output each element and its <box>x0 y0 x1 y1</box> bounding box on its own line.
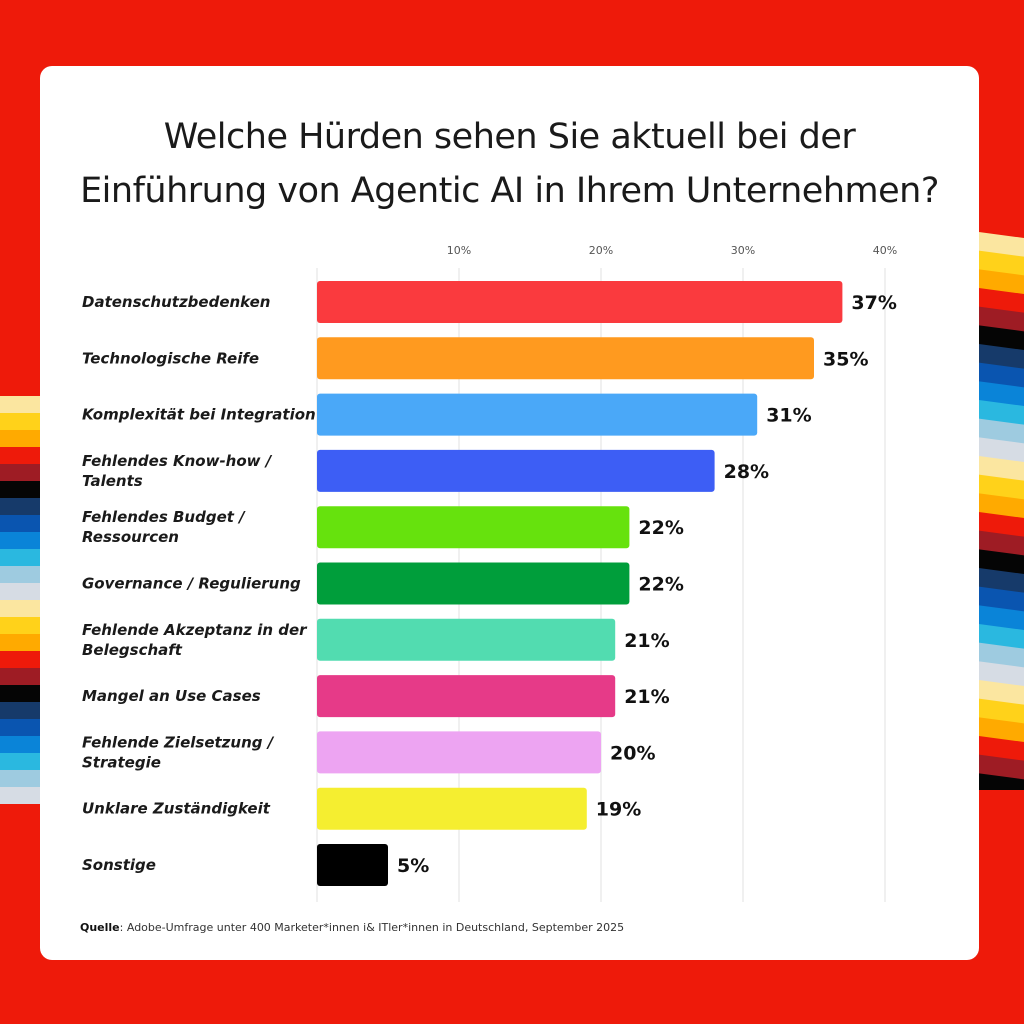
stripe-band <box>964 640 1024 668</box>
value-label: 28% <box>724 461 769 483</box>
stripe-band <box>964 267 1024 295</box>
stripe-band <box>964 547 1024 575</box>
decorative-stripes-right <box>964 230 1024 790</box>
source-note: Quelle: Adobe-Umfrage unter 400 Marketer… <box>80 921 624 934</box>
stripe-band <box>964 248 1024 276</box>
category-label: Governance / Regulierung <box>82 575 301 593</box>
category-label: Talents <box>82 472 143 490</box>
stripe-band <box>964 323 1024 351</box>
chart-title-line-2: Einführung von Agentic AI in Ihrem Unter… <box>80 171 939 211</box>
stripe-band <box>964 435 1024 463</box>
category-label: Technologische Reife <box>82 349 259 367</box>
bar <box>317 449 715 492</box>
value-label: 20% <box>610 742 655 764</box>
stripe-band <box>964 454 1024 482</box>
category-label: Ressourcen <box>82 528 179 546</box>
stripe-band <box>964 622 1024 650</box>
category-label: Sonstige <box>82 856 156 874</box>
chart-card: Welche Hürden sehen Sie aktuell bei der … <box>40 66 979 960</box>
stripe-band <box>964 472 1024 500</box>
stripe-band <box>964 528 1024 556</box>
category-label: Unklare Zuständigkeit <box>82 800 271 818</box>
value-label: 35% <box>823 348 868 370</box>
bar <box>317 844 388 886</box>
category-label: Fehlende Zielsetzung / <box>82 733 275 751</box>
bar <box>317 675 616 718</box>
value-label: 5% <box>397 855 429 877</box>
category-label: Strategie <box>82 753 161 771</box>
stripe-band <box>964 603 1024 631</box>
category-label: Fehlendes Budget / <box>82 508 246 526</box>
value-label: 21% <box>624 630 669 652</box>
stripe-band <box>964 379 1024 407</box>
stripe-band <box>964 286 1024 314</box>
category-label: Fehlendes Know-how / <box>82 452 273 470</box>
stripe-band <box>964 752 1024 780</box>
value-label: 22% <box>638 574 683 596</box>
value-label: 31% <box>766 405 811 427</box>
bar <box>317 281 843 323</box>
bar <box>317 618 616 661</box>
bar <box>317 787 587 830</box>
value-label: 19% <box>596 799 641 821</box>
stripe-band <box>964 771 1024 790</box>
category-label: Datenschutzbedenken <box>82 293 270 311</box>
stripe-band <box>964 678 1024 706</box>
x-tick-label: 20% <box>589 244 613 257</box>
bar <box>317 337 814 380</box>
stripe-band <box>964 416 1024 444</box>
category-label: Belegschaft <box>82 641 183 659</box>
stripe-band <box>964 304 1024 332</box>
stripe-band <box>964 659 1024 687</box>
bar <box>317 506 630 549</box>
value-label: 22% <box>638 517 683 539</box>
stripe-band <box>964 360 1024 388</box>
category-label: Mangel an Use Cases <box>82 687 261 705</box>
stripe-band <box>964 230 1024 258</box>
bar-chart: 10% 20% 30% 40% 37% Datenschutzbedenken 35% Tec… <box>82 244 897 902</box>
bar <box>317 731 601 774</box>
stripe-band <box>964 566 1024 594</box>
category-label: Fehlende Akzeptanz in der <box>82 621 308 639</box>
x-tick-label: 30% <box>731 244 755 257</box>
source-label: Quelle <box>80 921 120 934</box>
source-text: : Adobe-Umfrage unter 400 Marketer*innen… <box>119 921 625 934</box>
stripe-band <box>964 510 1024 538</box>
value-label: 21% <box>624 686 669 708</box>
stripe-band <box>964 734 1024 762</box>
stripe-band <box>964 696 1024 724</box>
bar <box>317 393 758 436</box>
stripe-band <box>964 491 1024 519</box>
stripe-band <box>964 584 1024 612</box>
category-label: Komplexität bei Integration <box>82 406 316 424</box>
x-tick-label: 10% <box>447 244 471 257</box>
stripe-band <box>964 715 1024 743</box>
chart-title-line-1: Welche Hürden sehen Sie aktuell bei der <box>163 117 856 157</box>
stripe-band <box>964 342 1024 370</box>
stripe-band <box>964 398 1024 426</box>
chart-title: Welche Hürden sehen Sie aktuell bei der … <box>40 110 979 218</box>
x-tick-label: 40% <box>873 244 897 257</box>
value-label: 37% <box>851 292 896 314</box>
bar <box>317 562 630 605</box>
